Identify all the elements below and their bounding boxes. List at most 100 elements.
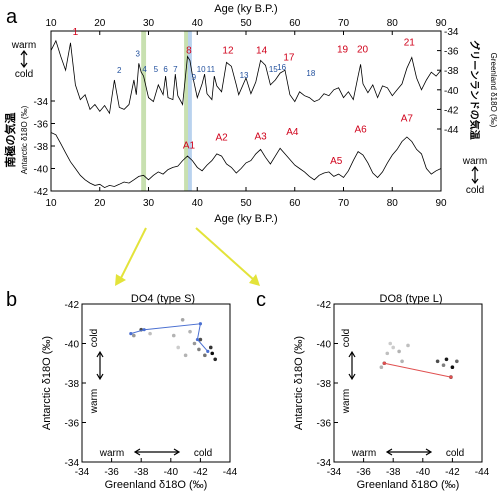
greenland-event-label: 1 — [73, 27, 79, 38]
scatter-point — [203, 353, 207, 358]
greenland-event-label: 10 — [197, 65, 206, 74]
top-tick-label: 30 — [143, 18, 155, 29]
panel-b-x-arrowheads-icon — [133, 448, 181, 456]
scatter-point — [444, 357, 449, 362]
top-axis-label: Age (ky B.P.) — [214, 3, 277, 15]
panel-c-warm-x: warm — [351, 448, 376, 459]
panel-b-y-ticks: -42 -40 -38 -36 -34 — [65, 300, 86, 469]
greenland-event-label: 20 — [357, 45, 369, 56]
bottom-tick-label: 90 — [435, 198, 447, 209]
scatter-point — [188, 329, 192, 334]
top-tick-label: 50 — [240, 18, 252, 29]
antarctic-event-label: A5 — [330, 156, 343, 167]
panel-c-cold-x: cold — [446, 448, 464, 459]
bottom-tick-label: 50 — [240, 198, 252, 209]
antarctic-event-label: A7 — [401, 113, 414, 124]
greenland-event-label: 4 — [142, 65, 147, 74]
x-tick-label: -38 — [386, 467, 401, 478]
panel-c-points — [379, 341, 459, 379]
scatter-point — [180, 318, 185, 322]
scatter-point — [183, 353, 188, 358]
panel-b-ylabel: Antarctic δ18O (‰) — [41, 336, 53, 430]
top-tick-label: 70 — [338, 18, 350, 29]
panel-b-warm-y: warm — [89, 389, 100, 414]
antarctic-event-label: A6 — [354, 125, 367, 136]
antarctic-event-label: A4 — [286, 127, 299, 138]
x-tick-label: -44 — [475, 467, 490, 478]
x-tick-label: -36 — [356, 467, 371, 478]
greenland-event-label: 13 — [240, 71, 249, 80]
scatter-point — [400, 359, 404, 364]
scatter-point — [379, 365, 384, 370]
scatter-point — [197, 347, 201, 352]
top-tick-label: 10 — [45, 18, 57, 29]
panel-letter-a: a — [6, 6, 18, 28]
panel-c: c DO8 (type L) -34 -36 -38 -40 -42 -44 -42 -40… — [256, 289, 490, 491]
connector-arrow-do4 — [119, 227, 147, 281]
panel-b-title: DO4 (type S) — [131, 293, 195, 305]
scatter-point — [385, 351, 390, 356]
panel-c-x-ticks: -34 -36 -38 -40 -42 -44 — [327, 458, 490, 478]
top-tick-label: 60 — [289, 18, 301, 29]
scatter-point — [435, 359, 440, 364]
scatter-point — [132, 333, 136, 338]
y-tick-label: -40 — [317, 340, 332, 351]
greenland-event-label: 14 — [256, 46, 268, 57]
scatter-point — [210, 351, 215, 356]
panel-b-cold-y: cold — [89, 329, 100, 347]
greenland-event-label: 21 — [404, 38, 416, 49]
panel-c-frame — [333, 303, 483, 463]
greenland-warm-label: warm — [11, 40, 36, 51]
greenland-event-label: 19 — [337, 45, 349, 56]
left-y-ticks: -34 -36 -38 -40 -42 — [34, 97, 55, 198]
bottom-tick-label: 40 — [192, 198, 204, 209]
x-tick-label: -40 — [164, 467, 179, 478]
panel-letter-b: b — [6, 289, 17, 311]
panel-b-frame — [81, 303, 231, 463]
antarctic-event-label: A2 — [216, 132, 229, 143]
scatter-point — [406, 343, 410, 348]
x-tick-label: -36 — [104, 467, 119, 478]
highlight-bands — [141, 31, 192, 191]
x-tick-label: -34 — [327, 467, 342, 478]
scatter-point — [208, 345, 213, 350]
scatter-point — [148, 331, 152, 336]
panel-b-x-ticks: -34 -36 -38 -40 -42 -44 — [75, 458, 238, 478]
arrowhead-do4-icon — [115, 274, 126, 286]
greenland-event-label: 6 — [163, 65, 168, 74]
antarctic-arrowheads-icon — [471, 166, 479, 184]
arrowhead-do8-icon — [249, 274, 260, 286]
scatter-point — [455, 359, 459, 364]
right-tick-label: -36 — [444, 47, 459, 58]
connector-arrows — [115, 227, 260, 286]
right-tick-label: -34 — [444, 27, 459, 38]
band-do8-blue — [187, 31, 192, 191]
antarctic-warm-label: warm — [462, 156, 487, 167]
y-tick-label: -34 — [317, 458, 332, 469]
panel-b-trajectory-line — [130, 323, 209, 352]
x-tick-label: -38 — [134, 467, 149, 478]
panel-c-ylabel: Antarctic δ18O (‰) — [293, 336, 305, 430]
x-tick-label: -42 — [193, 467, 208, 478]
bottom-tick-label: 80 — [387, 198, 399, 209]
x-tick-label: -34 — [75, 467, 90, 478]
panel-c-y-arrowheads-icon — [348, 350, 356, 381]
bottom-tick-label: 10 — [45, 198, 57, 209]
left-axis-label: Antarctic δ18O (‰) — [20, 105, 29, 174]
greenland-event-label: 18 — [306, 69, 315, 78]
panel-b-xlabel: Greenland δ18O (‰) — [105, 479, 208, 491]
scatter-point — [198, 337, 203, 342]
y-tick-label: -40 — [65, 340, 80, 351]
panel-b-points — [129, 318, 217, 362]
bottom-tick-label: 20 — [94, 198, 106, 209]
top-tick-label: 40 — [192, 18, 204, 29]
greenland-event-label: 8 — [186, 46, 192, 57]
bottom-x-ticks: 10 20 30 40 50 60 70 80 90 — [45, 187, 447, 209]
panel-c-trajectory-line — [384, 362, 452, 378]
panel-c-xlabel: Greenland δ18O (‰) — [357, 479, 460, 491]
scatter-point — [213, 357, 217, 362]
antarctic-event-labels: A1 A2 A3 A4 A5 A6 A7 — [183, 113, 414, 167]
left-tick-label: -36 — [34, 120, 49, 131]
scatter-point — [397, 349, 401, 354]
